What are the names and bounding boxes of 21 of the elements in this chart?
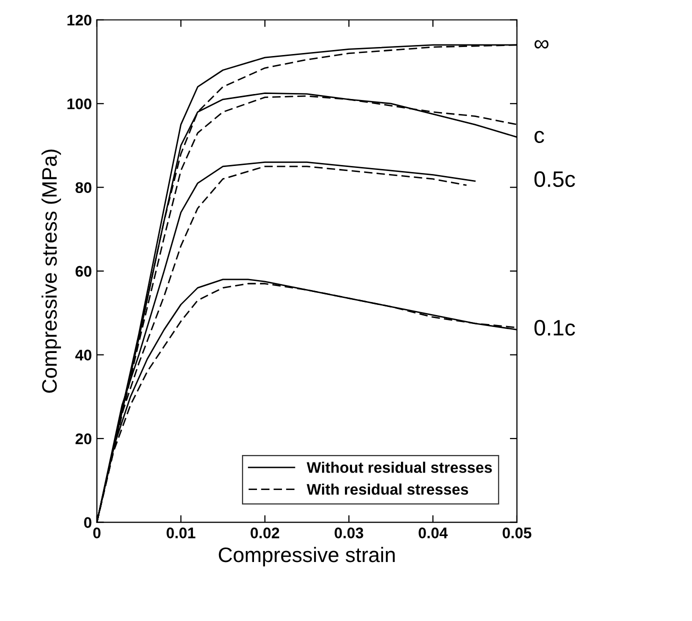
y-tick-label: 80: [76, 182, 92, 194]
y-tick-label: 40: [75, 350, 92, 360]
y-axis-title: Compressive stress (MPa): [42, 150, 61, 393]
text: 0.1c: [534, 320, 576, 336]
text: ∞: [534, 40, 548, 49]
text: c: [534, 130, 544, 144]
x-tick-label: 0: [93, 528, 101, 538]
y-tick-label: 100: [67, 98, 92, 110]
x-axis-title: Compressive strain: [218, 546, 395, 566]
x-tick-label: 0.05: [502, 528, 532, 538]
y-tick-label: 20: [76, 433, 92, 444]
legend-label: Without residual stresses: [306, 462, 492, 473]
x-tick-label: 0.03: [334, 528, 364, 538]
legend-label: With residual stresses: [306, 484, 468, 495]
y-tick-label: 60: [76, 266, 92, 277]
y-tick-label: 120: [67, 14, 92, 26]
x-tick-label: 0.01: [166, 528, 196, 538]
x-tick-label: 0.04: [418, 528, 448, 538]
y-tick-label: 0: [84, 517, 92, 528]
x-tick-label: 0.02: [250, 528, 280, 538]
text: 0.5c: [534, 171, 576, 188]
